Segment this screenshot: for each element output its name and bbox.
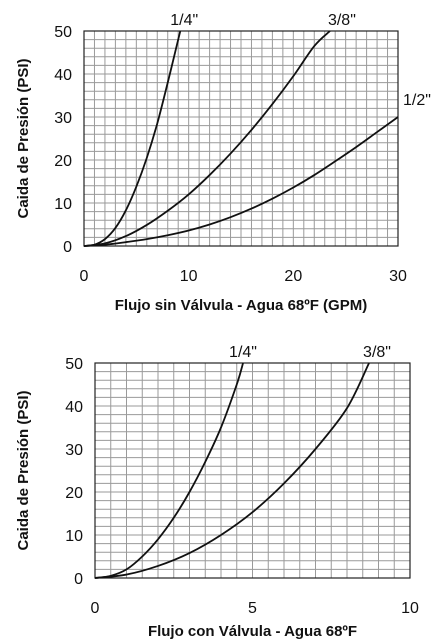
- x-axis-label: Flujo sin Válvula - Agua 68ºF (GPM): [115, 297, 367, 314]
- y-tick-label: 10: [54, 196, 72, 213]
- y-tick-label: 0: [63, 239, 72, 256]
- y-tick-label: 20: [54, 153, 72, 170]
- chart-1: 0 10 20 30 40 50 0 10 20 30 Flujo sin Válvula - Ag…: [15, 12, 431, 314]
- y-axis-label: Caida de Presión (PSI): [15, 390, 32, 550]
- x-tick-label: 10: [401, 600, 419, 617]
- series-line-2: [94, 362, 370, 579]
- series-line-2: [83, 30, 331, 247]
- series-label: 1/4": [170, 12, 198, 29]
- y-tick-label: 30: [65, 442, 83, 459]
- x-axis-label: Flujo con Válvula - Agua 68ºF: [148, 623, 357, 640]
- series-label: 3/8": [363, 344, 391, 361]
- x-tick-label: 10: [180, 268, 198, 285]
- x-tick-label: 0: [91, 600, 100, 617]
- x-tick-label: 30: [389, 268, 407, 285]
- series-label: 1/4": [229, 344, 257, 361]
- grid: [94, 362, 411, 579]
- y-tick-label: 50: [54, 24, 72, 41]
- y-tick-label: 10: [65, 528, 83, 545]
- x-tick-label: 5: [248, 600, 257, 617]
- y-axis-label: Caida de Presión (PSI): [15, 58, 32, 218]
- series-label: 1/2": [403, 92, 431, 109]
- y-tick-label: 30: [54, 110, 72, 127]
- y-tick-label: 20: [65, 485, 83, 502]
- series-line-1: [94, 362, 244, 579]
- y-tick-label: 40: [65, 399, 83, 416]
- x-tick-label: 20: [284, 268, 302, 285]
- grid: [83, 30, 399, 247]
- series-line-1: [83, 30, 182, 247]
- plot-frame: [83, 30, 399, 247]
- series-label: 3/8": [328, 12, 356, 29]
- plot-frame: [94, 362, 411, 579]
- y-tick-label: 50: [65, 356, 83, 373]
- x-tick-label: 0: [80, 268, 89, 285]
- y-tick-label: 40: [54, 67, 72, 84]
- y-tick-label: 0: [74, 571, 83, 588]
- chart-2: 0 10 20 30 40 50 0 5 10 Flujo con Válvula - Agua …: [15, 344, 419, 640]
- series-line-3: [83, 116, 399, 247]
